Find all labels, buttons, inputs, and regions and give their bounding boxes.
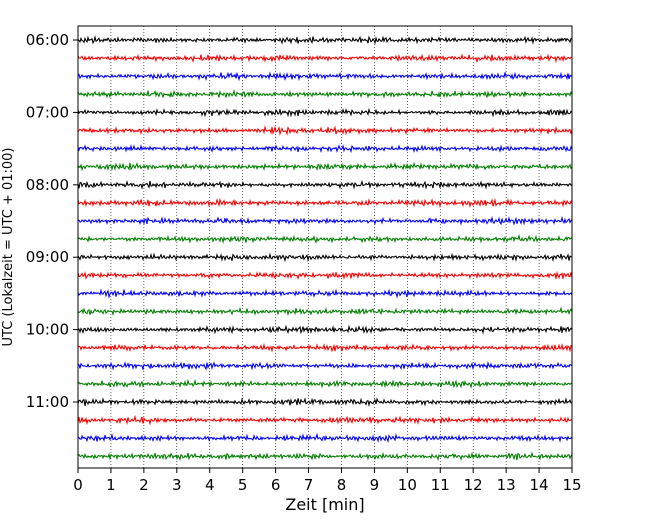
x-tick-label: 13 [497, 476, 516, 494]
seismogram-traces [77, 35, 573, 462]
y-tick-label: 10:00 [26, 321, 69, 339]
trace-line [77, 378, 573, 390]
trace-line [77, 161, 573, 172]
trace-line [77, 451, 573, 462]
x-tick-label: 2 [139, 476, 149, 494]
trace-line [77, 414, 573, 426]
y-tick-label: 08:00 [26, 176, 69, 194]
x-axis-label: Zeit [min] [285, 495, 364, 514]
trace-line [77, 270, 573, 281]
plot-area-frame [77, 25, 573, 469]
x-tick-label: 14 [530, 476, 549, 494]
trace-line [77, 288, 573, 299]
trace-line [77, 143, 573, 154]
trace-line [77, 233, 573, 245]
trace-line [77, 360, 573, 372]
x-tick-label: 11 [431, 476, 450, 494]
trace-line [77, 343, 573, 353]
trace-line [77, 432, 573, 443]
y-tick-label: 07:00 [26, 103, 69, 121]
x-tick-label: 15 [562, 476, 581, 494]
trace-line [77, 397, 573, 408]
trace-line [77, 88, 573, 99]
x-tick-label: 8 [337, 476, 347, 494]
x-tick-label: 12 [464, 476, 483, 494]
trace-line [77, 125, 573, 136]
trace-line [77, 197, 573, 209]
trace-line [77, 53, 573, 64]
x-tick-label: 5 [238, 476, 248, 494]
trace-line [77, 215, 573, 226]
trace-line [77, 71, 573, 82]
trace-line [77, 107, 573, 118]
x-tick-label: 0 [73, 476, 83, 494]
y-tick-label: 06:00 [26, 31, 69, 49]
x-tick-label: 1 [106, 476, 116, 494]
trace-line [77, 306, 573, 317]
y-axis-ticks: 06:00 07:00 08:00 09:00 10:00 11:00 [26, 31, 78, 411]
y-tick-label: 11:00 [26, 393, 69, 411]
y-axis-label: UTC (Lokalzeit = UTC + 01:00) [1, 148, 16, 347]
trace-line [77, 252, 573, 263]
trace-line [77, 35, 573, 45]
trace-line [77, 179, 573, 190]
x-axis-ticks: 0 1 2 3 4 5 6 7 8 9 10 11 12 13 14 15 [73, 468, 582, 494]
trace-line [77, 324, 573, 335]
x-tick-label: 9 [370, 476, 380, 494]
x-tick-label: 3 [172, 476, 182, 494]
y-tick-label: 09:00 [26, 248, 69, 266]
x-tick-label: 4 [205, 476, 215, 494]
x-tick-label: 6 [271, 476, 281, 494]
x-tick-label: 10 [398, 476, 417, 494]
x-tick-label: 7 [304, 476, 314, 494]
